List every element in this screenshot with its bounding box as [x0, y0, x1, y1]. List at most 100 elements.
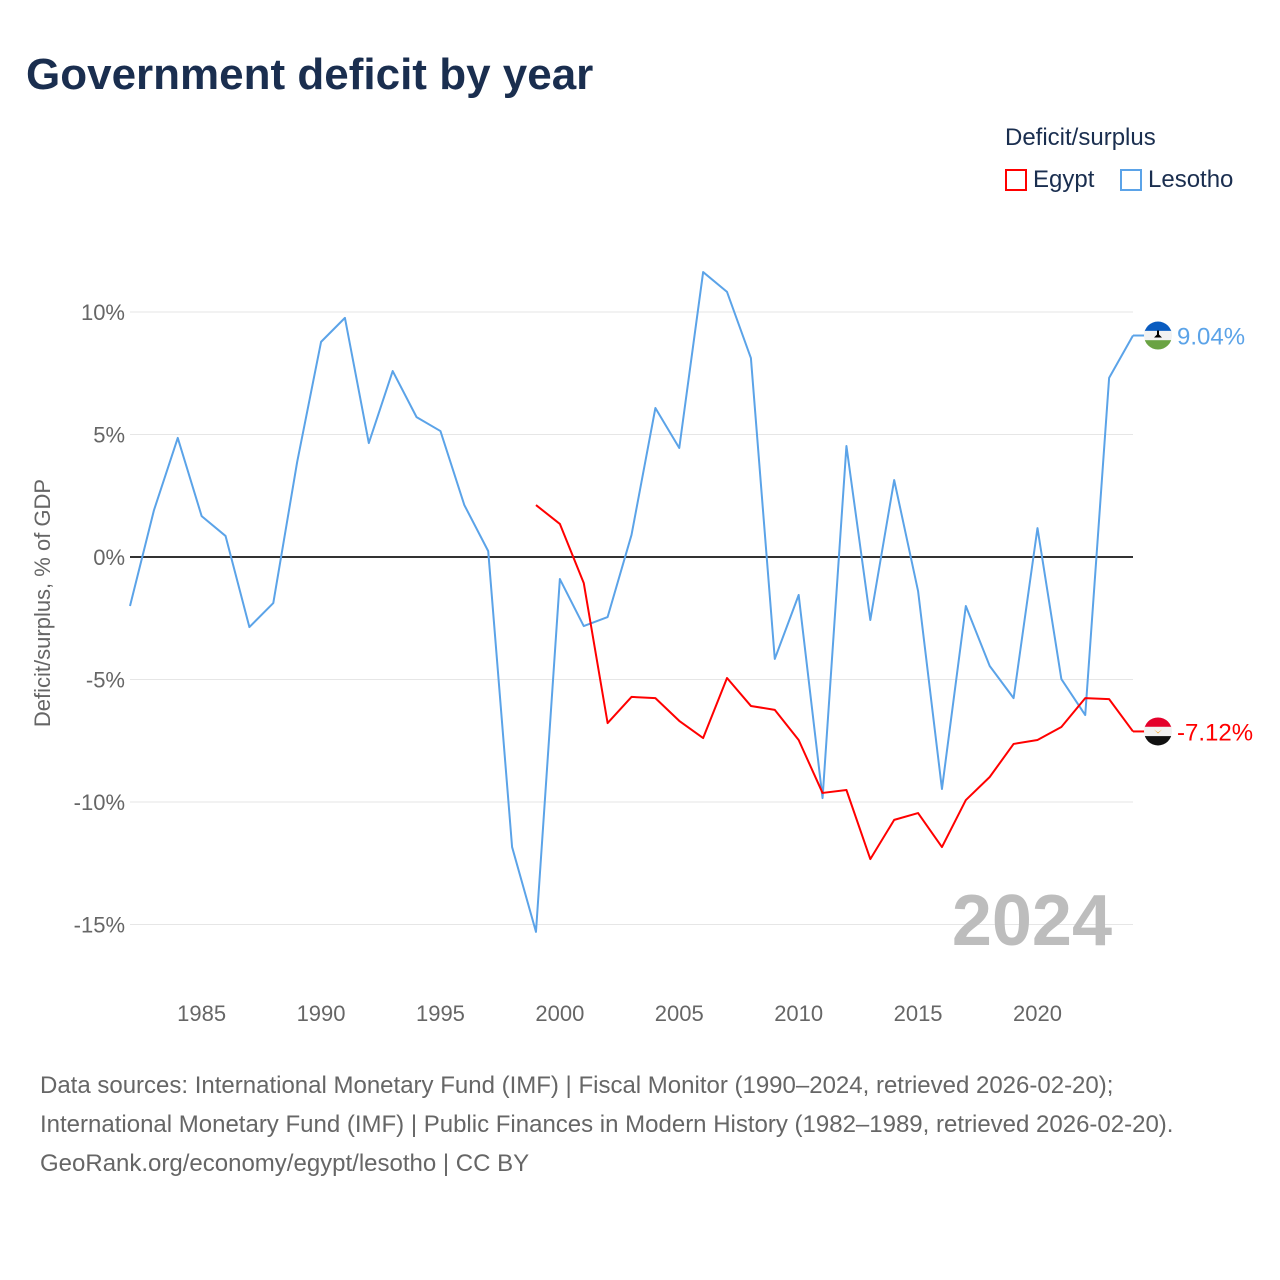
- data-point-lesotho: [176, 436, 180, 440]
- data-point-lesotho: [1083, 713, 1087, 717]
- data-point-lesotho: [128, 604, 132, 608]
- data-point-lesotho: [677, 446, 681, 450]
- data-point-egypt: [821, 791, 825, 795]
- legend-swatch: [1120, 169, 1142, 191]
- data-point-lesotho: [606, 615, 610, 619]
- data-point-lesotho: [534, 930, 538, 934]
- flag-lesotho-icon: [1144, 321, 1172, 350]
- data-point-lesotho: [558, 577, 562, 581]
- data-point-egypt: [940, 845, 944, 849]
- data-point-lesotho: [964, 604, 968, 608]
- end-value-label: -7.12%: [1177, 719, 1253, 746]
- data-point-lesotho: [1035, 526, 1039, 530]
- data-point-lesotho: [271, 601, 275, 605]
- data-point-egypt: [606, 721, 610, 725]
- data-point-egypt: [797, 738, 801, 742]
- data-point-egypt: [844, 788, 848, 792]
- data-point-lesotho: [1107, 376, 1111, 380]
- legend-swatch: [1005, 169, 1027, 191]
- data-point-egypt: [534, 503, 538, 507]
- source-text: Data sources: International Monetary Fun…: [40, 1072, 1174, 1138]
- flag-stripe: [1144, 321, 1172, 332]
- data-point-lesotho: [391, 369, 395, 373]
- data-point-egypt: [892, 818, 896, 822]
- y-tick-label: 5%: [93, 423, 125, 448]
- data-point-egypt: [701, 736, 705, 740]
- data-point-lesotho: [224, 534, 228, 538]
- y-tick-label: -15%: [74, 913, 125, 938]
- x-tick-label: 1995: [416, 1001, 465, 1026]
- series-line-lesotho: [129, 271, 1134, 933]
- hat-emblem: [1154, 330, 1162, 338]
- data-point-lesotho: [200, 514, 204, 518]
- data-point-lesotho: [295, 460, 299, 464]
- data-point-egypt: [1012, 742, 1016, 746]
- eagle-emblem: [1154, 729, 1162, 734]
- data-point-lesotho: [701, 270, 705, 274]
- data-point-egypt: [1107, 697, 1111, 701]
- data-point-lesotho: [438, 429, 442, 433]
- y-tick-label: 0%: [93, 545, 125, 570]
- data-point-egypt: [749, 704, 753, 708]
- data-point-egypt: [868, 857, 872, 861]
- data-point-lesotho: [797, 593, 801, 597]
- data-point-lesotho: [486, 549, 490, 553]
- data-point-lesotho: [1059, 677, 1063, 681]
- legend-item-lesotho[interactable]: Lesotho: [1120, 166, 1233, 194]
- data-point-lesotho: [415, 415, 419, 419]
- data-point-lesotho: [510, 845, 514, 849]
- data-point-egypt: [653, 696, 657, 700]
- flag-stripe: [1144, 717, 1172, 728]
- data-point-egypt: [1083, 696, 1087, 700]
- x-tick-label: 2010: [774, 1001, 823, 1026]
- end-value-label: 9.04%: [1177, 324, 1245, 351]
- legend-title: Deficit/surplus: [1005, 124, 1156, 151]
- data-point-lesotho: [582, 624, 586, 628]
- x-tick-label: 2020: [1013, 1001, 1062, 1026]
- data-point-egypt: [988, 775, 992, 779]
- data-point-egypt: [558, 522, 562, 526]
- year-watermark: 2024: [952, 881, 1112, 961]
- x-tick-label: 1990: [297, 1001, 346, 1026]
- data-point-lesotho: [630, 533, 634, 537]
- data-point-egypt: [964, 798, 968, 802]
- data-point-lesotho: [725, 290, 729, 294]
- flag-stripe: [1144, 340, 1172, 350]
- y-axis-label: Deficit/surplus, % of GDP: [30, 479, 55, 727]
- data-point-egypt: [582, 581, 586, 585]
- y-tick-label: -5%: [86, 668, 125, 693]
- data-point-lesotho: [653, 406, 657, 410]
- legend-label: Lesotho: [1148, 166, 1234, 193]
- series-line-egypt: [535, 504, 1134, 861]
- source-link[interactable]: GeoRank.org/economy/egypt/lesotho | CC B…: [40, 1150, 530, 1177]
- data-point-lesotho: [916, 589, 920, 593]
- data-point-lesotho: [773, 657, 777, 661]
- data-point-lesotho: [152, 508, 156, 512]
- x-tick-label: 1985: [177, 1001, 226, 1026]
- data-point-egypt: [1035, 738, 1039, 742]
- data-point-lesotho: [749, 356, 753, 360]
- data-point-lesotho: [844, 444, 848, 448]
- data-point-lesotho: [821, 796, 825, 800]
- data-point-egypt: [677, 719, 681, 723]
- data-point-lesotho: [940, 787, 944, 791]
- data-point-egypt: [725, 676, 729, 680]
- data-point-egypt: [630, 695, 634, 699]
- y-tick-label: 10%: [81, 300, 125, 325]
- data-point-lesotho: [892, 478, 896, 482]
- data-point-egypt: [1059, 725, 1063, 729]
- data-point-lesotho: [462, 503, 466, 507]
- data-point-lesotho: [367, 441, 371, 445]
- flag-stripe: [1144, 726, 1172, 737]
- x-tick-label: 2000: [535, 1001, 584, 1026]
- flag-stripe: [1144, 736, 1172, 746]
- data-point-lesotho: [343, 316, 347, 320]
- data-point-egypt: [916, 811, 920, 815]
- legend-item-egypt[interactable]: Egypt: [1005, 166, 1094, 194]
- flag-egypt-icon: [1144, 717, 1172, 746]
- data-point-lesotho: [247, 625, 251, 629]
- data-point-egypt: [773, 708, 777, 712]
- data-point-lesotho: [1012, 696, 1016, 700]
